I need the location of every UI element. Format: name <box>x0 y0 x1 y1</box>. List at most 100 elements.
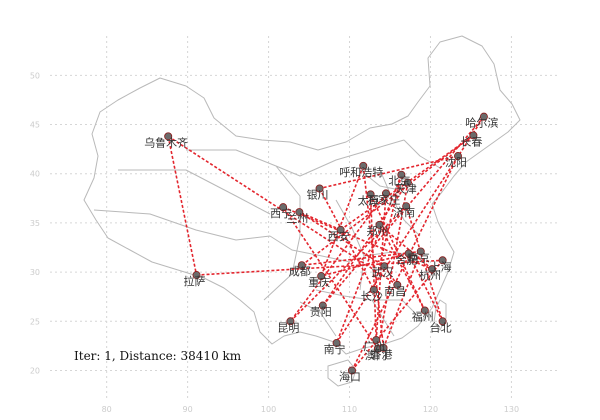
city-point <box>469 131 478 140</box>
city-label: 广州 <box>363 340 385 353</box>
city-label: 福州 <box>412 309 434 323</box>
city-label: 重庆 <box>308 275 330 289</box>
city-point <box>192 271 201 280</box>
city-point <box>369 285 378 294</box>
city-label: 澳门 <box>365 348 387 362</box>
route-segment <box>301 134 474 266</box>
china-basemap <box>83 35 521 387</box>
city-label: 海口 <box>339 369 361 383</box>
route-segment <box>375 193 387 341</box>
x-tick-label: 80 <box>102 405 112 414</box>
route-segment <box>289 205 407 322</box>
city-label: 银川 <box>307 187 329 201</box>
x-tick-labels: 80 90 100 110 120 130 <box>102 405 519 414</box>
city-point <box>366 190 375 199</box>
route-segment <box>377 182 409 349</box>
city-point <box>318 301 327 310</box>
city-label: 乌鲁木齐 <box>144 135 188 149</box>
city-point <box>375 220 384 229</box>
city-point <box>438 256 447 265</box>
city-label: 台北 <box>430 320 452 334</box>
x-tick-label: 120 <box>423 405 438 414</box>
city-label: 兰州 <box>286 212 308 225</box>
province-borders <box>93 139 441 337</box>
route-segment <box>319 155 459 190</box>
y-tick-labels: 20 25 30 35 40 45 50 <box>30 71 40 375</box>
city-point <box>379 343 388 352</box>
city-label: 郑州 <box>366 224 388 238</box>
grid-lines <box>50 36 560 400</box>
y-tick-label: 35 <box>30 219 40 228</box>
route-segment <box>299 211 341 231</box>
city-point <box>164 132 173 141</box>
taiwan-island <box>433 299 447 331</box>
city-point <box>404 249 413 258</box>
city-point <box>420 306 429 315</box>
x-tick-label: 100 <box>261 405 276 414</box>
route-segment <box>351 259 444 371</box>
route-segment <box>318 188 375 291</box>
route-segment <box>369 194 426 311</box>
city-label: 南京 <box>408 250 430 264</box>
city-point <box>479 112 488 121</box>
city-point <box>380 262 389 271</box>
city-label: 上海 <box>430 259 452 273</box>
city-point <box>381 189 390 198</box>
city-point <box>317 272 326 281</box>
iteration-distance-annotation: Iter: 1, Distance: 38410 km <box>74 349 242 363</box>
route-segment <box>407 253 444 322</box>
y-tick-label: 25 <box>30 317 40 326</box>
city-point <box>402 202 411 211</box>
route-segment <box>369 194 378 341</box>
city-point <box>279 203 288 212</box>
city-label: 武汉 <box>371 266 393 279</box>
city-label: 济南 <box>393 205 415 219</box>
city-label: 西安 <box>328 229 350 243</box>
city-point <box>286 317 295 326</box>
city-point <box>336 225 345 234</box>
city-point <box>332 338 341 347</box>
city-label: 太原 <box>358 194 380 207</box>
city-label: 天津 <box>395 183 417 196</box>
route-segment <box>282 206 379 350</box>
city-point <box>403 178 412 187</box>
route-segment <box>378 224 426 311</box>
city-point <box>359 161 368 170</box>
route-segment <box>320 252 409 277</box>
city-label: 拉萨 <box>184 274 206 288</box>
hainan-island <box>327 359 357 387</box>
city-point <box>347 366 356 375</box>
y-tick-label: 40 <box>30 170 40 179</box>
y-tick-label: 50 <box>30 71 40 80</box>
city-point <box>416 247 425 256</box>
city-label: 南宁 <box>324 342 346 356</box>
city-label: 沈阳 <box>445 155 467 169</box>
route-segment <box>405 205 444 322</box>
x-tick-label: 90 <box>183 405 193 414</box>
route-segment <box>289 192 387 322</box>
y-tick-label: 20 <box>30 366 40 375</box>
city-point <box>397 170 406 179</box>
route-segment <box>196 259 443 276</box>
city-label: 南昌 <box>384 285 406 298</box>
route-segment <box>322 116 485 307</box>
city-label: 昆明 <box>277 321 299 334</box>
city-point <box>295 208 304 217</box>
city-label: 香港 <box>371 348 393 361</box>
china-outline <box>83 35 521 355</box>
route-segment <box>335 174 403 344</box>
route-segment <box>383 265 398 286</box>
city-label: 长沙 <box>361 290 383 303</box>
city-markers <box>164 112 488 375</box>
city-label: 成都 <box>289 265 311 278</box>
city-label: 合肥 <box>396 252 418 266</box>
x-tick-label: 130 <box>504 405 519 414</box>
city-label: 西宁 <box>270 206 292 220</box>
city-label: 呼和浩特 <box>339 165 383 179</box>
city-point <box>315 184 324 193</box>
city-label: 哈尔滨 <box>465 116 498 130</box>
city-label: 北京 <box>388 174 410 188</box>
x-tick-label: 110 <box>342 405 357 414</box>
